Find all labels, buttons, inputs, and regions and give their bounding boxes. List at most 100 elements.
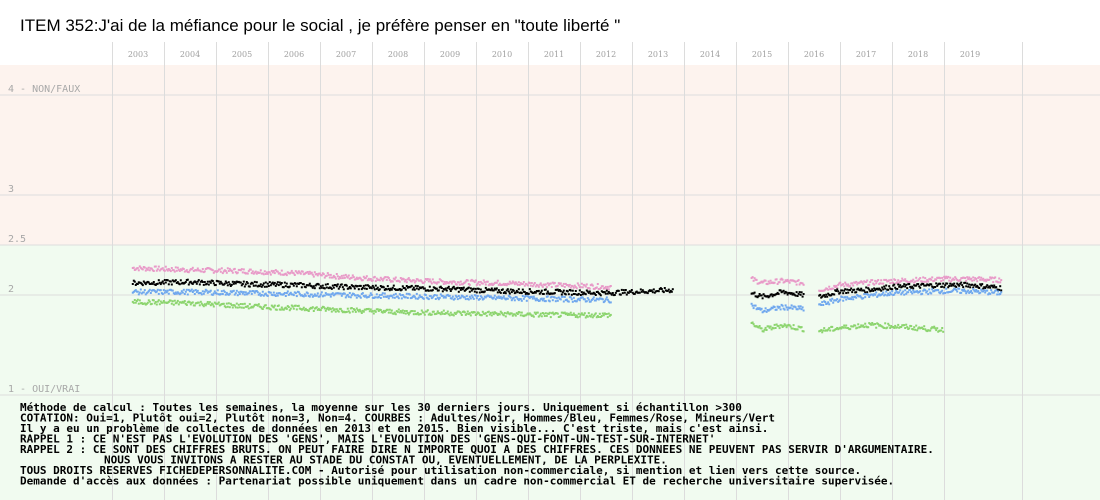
data-point <box>145 302 148 305</box>
data-point <box>335 308 338 311</box>
data-point <box>888 324 891 327</box>
data-point <box>760 294 763 297</box>
data-point <box>191 301 194 304</box>
data-point <box>422 281 425 284</box>
data-point <box>980 288 983 291</box>
data-point <box>976 284 979 287</box>
data-point <box>427 289 430 292</box>
data-point <box>303 293 306 296</box>
data-point <box>538 299 541 302</box>
data-point <box>284 295 287 297</box>
data-point <box>509 288 512 291</box>
data-point <box>347 274 350 277</box>
data-point <box>505 312 508 315</box>
data-point <box>143 302 146 305</box>
data-point <box>607 288 610 291</box>
data-point <box>778 281 781 284</box>
data-point <box>646 292 649 295</box>
data-point <box>594 312 597 315</box>
data-point <box>904 278 907 281</box>
data-point <box>982 290 985 293</box>
data-point <box>469 314 472 317</box>
data-point <box>442 309 445 312</box>
data-point <box>197 301 200 304</box>
data-point <box>874 293 877 296</box>
data-point <box>314 284 317 287</box>
data-point <box>132 301 135 304</box>
data-point <box>164 265 167 268</box>
data-point <box>799 293 802 296</box>
data-point <box>272 270 275 272</box>
data-point <box>936 284 939 287</box>
data-point <box>875 291 878 294</box>
data-point <box>154 301 157 303</box>
data-point <box>243 285 246 288</box>
data-point <box>571 314 574 316</box>
data-point <box>346 276 349 279</box>
data-point <box>463 281 466 284</box>
data-point <box>222 270 225 273</box>
data-point <box>889 291 892 294</box>
data-point <box>486 280 489 283</box>
data-point <box>768 282 771 285</box>
data-point <box>884 322 887 325</box>
data-point <box>859 325 862 328</box>
data-point <box>589 315 592 318</box>
data-point <box>407 277 410 280</box>
data-point <box>547 312 550 315</box>
data-point <box>299 272 302 275</box>
data-point <box>790 292 793 295</box>
data-point <box>149 292 152 294</box>
data-point <box>172 269 175 272</box>
data-point <box>545 286 548 289</box>
data-point <box>617 289 620 292</box>
data-point <box>205 289 208 292</box>
data-point <box>376 308 379 311</box>
data-point <box>163 279 166 281</box>
data-point <box>528 297 531 300</box>
data-point <box>307 310 310 312</box>
data-point <box>575 300 578 303</box>
data-point <box>821 331 824 334</box>
data-point <box>245 281 248 283</box>
data-point <box>839 281 842 284</box>
data-point <box>161 267 164 270</box>
data-point <box>993 291 996 294</box>
data-point <box>398 288 401 290</box>
data-point <box>577 292 580 295</box>
data-point <box>242 268 245 271</box>
data-point <box>576 316 579 319</box>
data-point <box>592 296 595 299</box>
data-point <box>485 314 488 317</box>
data-point <box>492 296 495 299</box>
data-point <box>136 267 139 270</box>
data-point <box>578 289 581 292</box>
data-point <box>922 276 925 279</box>
data-point <box>215 292 218 295</box>
data-point <box>613 294 616 296</box>
data-point <box>370 287 373 290</box>
data-point <box>203 303 206 306</box>
data-point <box>326 306 329 309</box>
data-point <box>597 316 600 318</box>
data-point <box>386 308 389 311</box>
data-point <box>430 282 433 285</box>
data-point <box>532 315 535 318</box>
data-point <box>219 270 222 273</box>
data-point <box>188 301 191 304</box>
data-point <box>378 279 381 282</box>
data-point <box>986 284 989 287</box>
data-point <box>481 282 484 285</box>
data-point <box>479 280 482 283</box>
data-point <box>375 287 378 290</box>
data-point <box>270 269 273 272</box>
data-point <box>216 289 219 292</box>
data-point <box>269 308 272 311</box>
data-point <box>827 292 830 295</box>
data-point <box>794 306 797 309</box>
data-point <box>276 294 279 297</box>
data-point <box>339 277 342 280</box>
data-point <box>408 278 411 281</box>
data-point <box>554 300 557 303</box>
data-point <box>261 290 264 293</box>
